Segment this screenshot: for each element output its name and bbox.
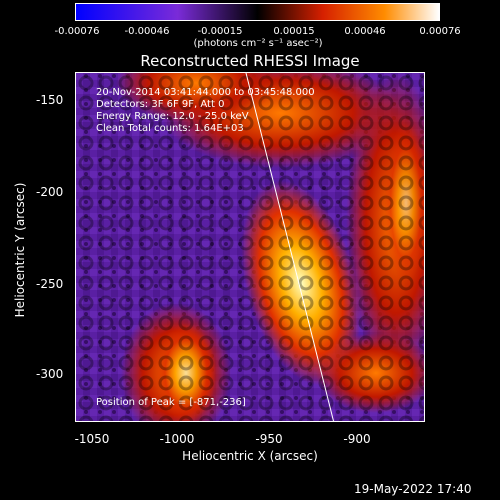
x-tick-label: -1000 [159,432,195,446]
colorbar-tick: -0.00076 [54,26,100,37]
info-energy-range: Energy Range: 12.0 - 25.0 keV [96,111,249,122]
colorbar-tick: 0.00015 [273,26,315,37]
x-tick-label: -900 [343,432,371,446]
info-time-range: 20-Nov-2014 03:41:44.000 to 03:45:48.000 [96,87,315,98]
colorbar-tick: -0.00046 [124,26,170,37]
colorbar-tick: 0.00046 [344,26,386,37]
y-tick-label: -300 [36,367,64,381]
colorbar-tick: 0.00076 [419,26,461,37]
info-detectors: Detectors: 3F 6F 9F, Att 0 [96,99,225,110]
x-tick-label: -1050 [74,432,110,446]
y-tick-label: -250 [36,277,64,291]
solar-image [76,73,424,421]
info-peak-position: Position of Peak = [-871,-236] [96,397,246,408]
y-axis-label: Heliocentric Y (arcsec) [13,182,27,318]
info-total-counts: Clean Total counts: 1.64E+03 [96,123,244,134]
image-title: Reconstructed RHESSI Image [140,52,360,70]
colorbar-tick: -0.00015 [197,26,243,37]
y-tick-label: -200 [36,185,64,199]
timestamp: 19-May-2022 17:40 [354,482,472,496]
x-tick-label: -950 [255,432,283,446]
solar-image-panel: 20-Nov-2014 03:41:44.000 to 03:45:48.000… [75,72,425,422]
colorbar [75,3,440,21]
x-axis-label: Heliocentric X (arcsec) [182,449,318,463]
y-tick-label: -150 [36,93,64,107]
colorbar-unit: (photons cm⁻² s⁻¹ asec⁻²) [193,38,323,49]
